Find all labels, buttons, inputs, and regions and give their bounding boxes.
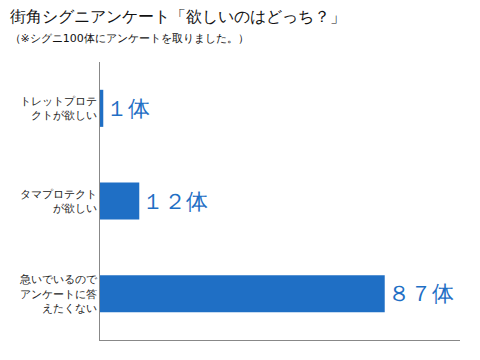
svg-text:タマプロテクトが欲しい: タマプロテクトが欲しい (20, 188, 97, 215)
svg-text:急いでいるのでアンケートに答えたくない: 急いでいるのでアンケートに答えたくない (19, 273, 98, 315)
svg-text:街角シグニアンケート「欲しいのはどっち？」（※シグニ100体: 街角シグニアンケート「欲しいのはどっち？」（※シグニ100体にアンケートを取りま… (10, 7, 346, 46)
svg-text:トレットプロテクトが欲しい: トレットプロテクトが欲しい (20, 95, 97, 122)
svg-text:８７体: ８７体 (388, 281, 454, 306)
svg-text:１２体: １２体 (142, 189, 208, 214)
svg-text:１体: １体 (106, 96, 150, 121)
